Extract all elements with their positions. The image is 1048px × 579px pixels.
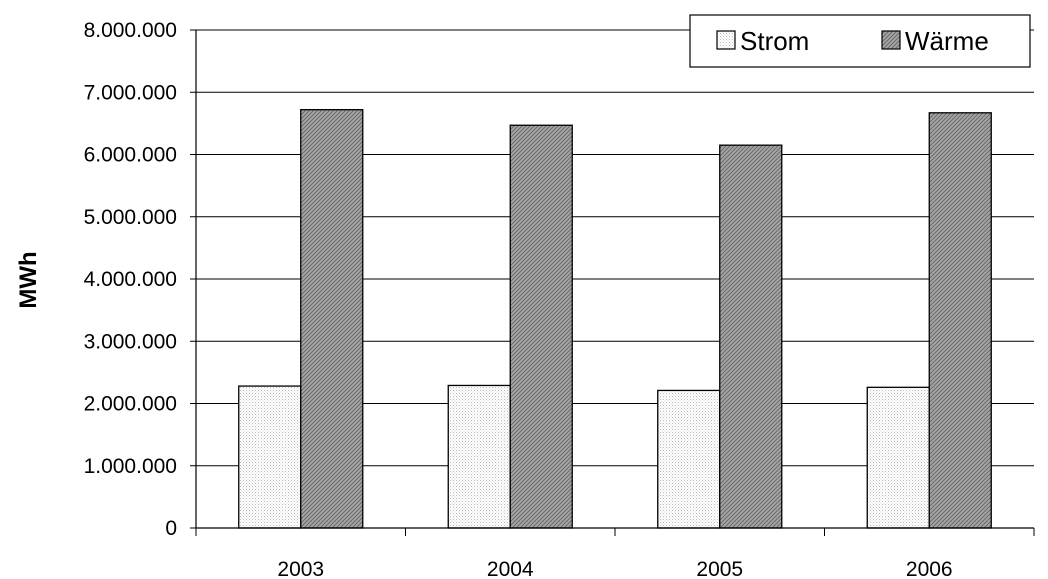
- x-tick-label: 2004: [487, 558, 534, 579]
- legend-label-waerme: Wärme: [905, 26, 989, 56]
- y-tick-label: 3.000.000: [84, 330, 177, 353]
- x-tick-label: 2003: [277, 558, 324, 579]
- y-tick-label: 1.000.000: [84, 455, 177, 478]
- legend: Strom Wärme: [689, 14, 1031, 68]
- bar-waerme-2006: [928, 112, 992, 529]
- y-tick-label: 5.000.000: [84, 206, 177, 229]
- y-tick-label: 0: [165, 517, 177, 540]
- x-tick-label: 2006: [906, 558, 953, 579]
- y-tick-label: 8.000.000: [84, 19, 177, 42]
- legend-swatch-waerme: [881, 30, 901, 50]
- x-axis-tick-labels: 2003 2004 2005 2006: [277, 558, 952, 579]
- y-tick-label: 4.000.000: [84, 268, 177, 291]
- y-tick-label: 2.000.000: [84, 393, 177, 416]
- legend-swatch-strom: [716, 30, 736, 50]
- bars: [238, 109, 992, 529]
- bar-waerme-2005: [719, 144, 783, 529]
- y-axis-tick-labels: 0 1.000.000 2.000.000 3.000.000 4.000.000 5.0…: [84, 19, 177, 540]
- bar-strom-2005: [657, 389, 721, 529]
- bar-strom-2004: [447, 384, 511, 529]
- bar-waerme-2004: [509, 124, 573, 529]
- bar-strom-2006: [866, 386, 930, 529]
- y-axis-title: MWh: [15, 251, 42, 308]
- axes: [190, 29, 1035, 536]
- x-tick-label: 2005: [696, 558, 743, 579]
- bar-waerme-2003: [300, 109, 364, 529]
- y-tick-label: 7.000.000: [84, 81, 177, 104]
- legend-label-strom: Strom: [740, 26, 809, 56]
- legend-box: [689, 14, 1031, 68]
- bar-strom-2003: [238, 385, 302, 529]
- y-tick-label: 6.000.000: [84, 144, 177, 167]
